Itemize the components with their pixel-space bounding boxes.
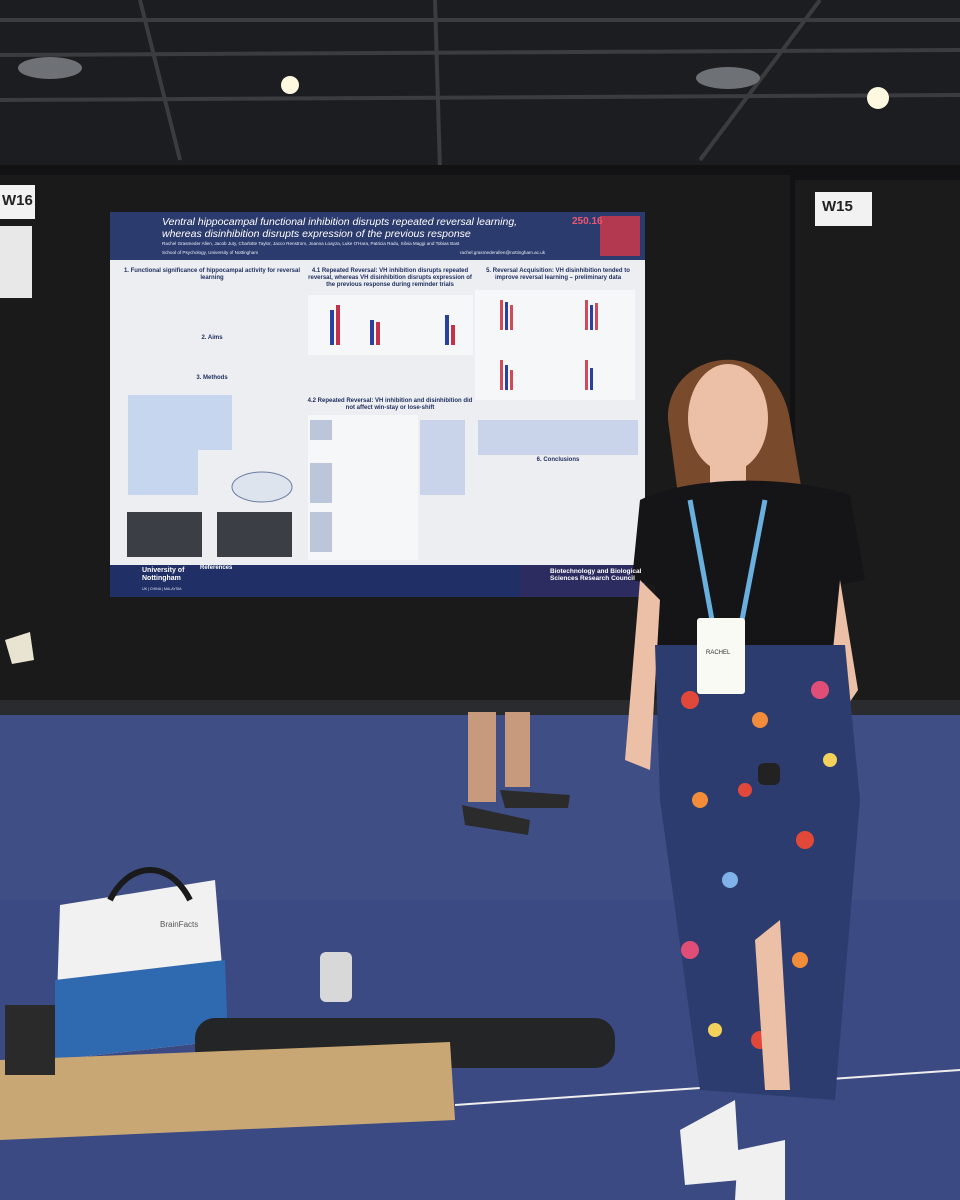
section-heading: 4.1 Repeated Reversal: VH inhibition dis… [308, 268, 472, 288]
poster-title: Ventral hippocampal functional inhibitio… [162, 216, 582, 240]
floral-skirt [655, 645, 860, 1100]
arm [625, 580, 660, 770]
face [688, 364, 768, 472]
ceiling-vent [18, 57, 82, 79]
board-number: W15 [822, 198, 853, 215]
name-badge [697, 618, 745, 694]
funder-logo [520, 565, 645, 597]
authors: Rachel Grasmeder Allen, Jacob Juty, Char… [162, 241, 460, 246]
sandal [462, 805, 530, 835]
bag-strap [107, 867, 193, 902]
cup [320, 952, 352, 1002]
visitor-leg [505, 712, 530, 787]
university-logo: University of Nottingham [142, 567, 185, 583]
poster-charts [308, 290, 638, 560]
section-heading: 2. Aims [201, 335, 223, 341]
methods-diagram [182, 395, 232, 450]
bag-print: BrainFacts [160, 920, 199, 929]
title-line: whereas disinhibition disrupts expressio… [162, 228, 471, 241]
sneaker [735, 1140, 785, 1200]
board-number: W16 [2, 192, 33, 209]
sandal [500, 790, 570, 808]
section-heading: 4.2 Repeated Reversal: VH inhibition and… [307, 398, 473, 411]
references-heading: References [200, 565, 233, 571]
board-sign [815, 192, 872, 226]
ceiling-light [281, 76, 299, 94]
ceiling-vent [696, 67, 760, 89]
section-heading: 5. Reversal Acquisition: VH disinhibitio… [486, 268, 630, 281]
title-line: Ventral hippocampal functional inhibitio… [162, 216, 518, 228]
watch [758, 763, 780, 785]
visitor-leg [468, 712, 496, 802]
maze-photo [217, 512, 292, 557]
brain-diagram [231, 471, 293, 503]
lanyard [687, 499, 768, 621]
affiliation: School of Psychology, University of Nott… [162, 250, 259, 255]
qr-code [600, 216, 640, 256]
funder-name: Biotechnology and Biological Sciences Re… [550, 568, 642, 583]
badge-name: RACHEL [706, 650, 731, 656]
ceiling-trusses [0, 0, 960, 171]
sticker [0, 226, 32, 298]
campuses: UK | CHINA | MALAYSIA [142, 587, 182, 591]
sneaker [680, 1100, 740, 1185]
poster-header [110, 212, 645, 260]
leg [755, 920, 790, 1090]
ceiling [0, 0, 960, 175]
stand-base [5, 1005, 55, 1075]
poster-number: 250.16 [572, 216, 603, 227]
board-sign [0, 185, 35, 219]
paper-cup [5, 632, 34, 664]
section-heading: 3. Methods [196, 375, 228, 381]
section-heading: 6. Conclusions [536, 457, 580, 463]
maze-photo [127, 512, 202, 557]
top [632, 480, 865, 660]
arm [765, 580, 858, 790]
tote-bag-print [55, 960, 228, 1060]
ceiling-light [867, 87, 889, 109]
email: rachel.grasmederallen@nottingham.ac.uk [460, 250, 546, 255]
paper-roll [0, 1042, 455, 1140]
section-heading: 1. Functional significance of hippocampa… [123, 268, 301, 281]
